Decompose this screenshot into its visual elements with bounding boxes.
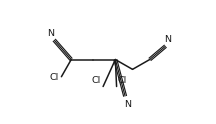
Text: Cl: Cl: [49, 73, 58, 82]
Text: N: N: [47, 29, 54, 38]
Text: Cl: Cl: [118, 76, 127, 85]
Text: N: N: [124, 100, 131, 109]
Text: Cl: Cl: [91, 76, 101, 85]
Text: N: N: [165, 35, 172, 44]
